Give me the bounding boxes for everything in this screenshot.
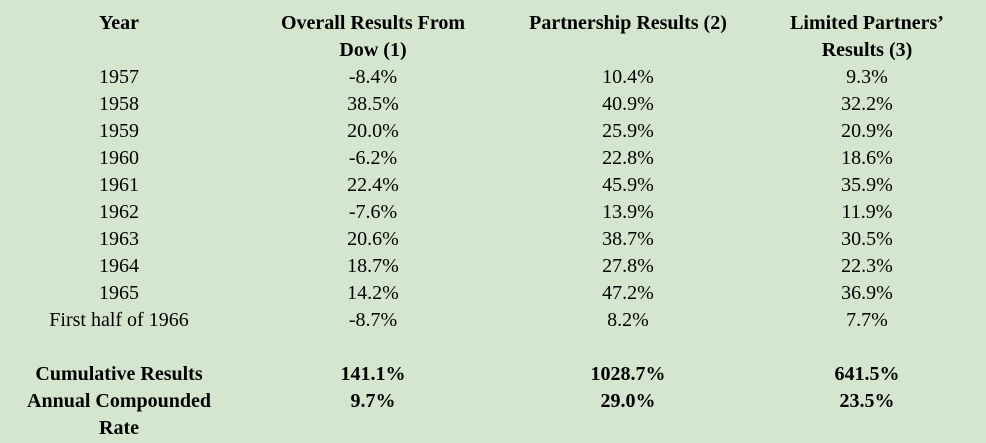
cumulative-partnership: 1028.7% [590,363,666,385]
header-row: Year Overall Results From Dow (1) Partne… [0,10,986,64]
cell-limited-partners: 20.9% [841,120,893,142]
cell-partnership: 45.9% [602,174,654,196]
annual-label-line1: Annual Compounded [27,390,211,412]
annual-label-line2: Rate [99,417,139,439]
cell-partnership: 38.7% [602,228,654,250]
header-limited-partners: Limited Partners’ Results (3) [748,10,986,64]
annual-dow: 9.7% [350,390,396,412]
header-partnership: Partnership Results (2) [508,10,748,64]
cell-partnership: 25.9% [602,120,654,142]
cumulative-row: Cumulative Results 141.1% 1028.7% 641.5% [0,361,986,388]
cell-dow: 14.2% [347,282,399,304]
cell-year: 1965 [99,282,139,304]
cell-year: 1959 [99,120,139,142]
cell-partnership: 13.9% [602,201,654,223]
annual-partnership: 29.0% [600,390,656,412]
header-dow: Overall Results From Dow (1) [238,10,508,64]
table-row: 1964 18.7% 27.8% 22.3% [0,253,986,280]
cell-year: 1957 [99,66,139,88]
cell-limited-partners: 11.9% [841,201,893,223]
cell-limited-partners: 18.6% [841,147,893,169]
cell-year: 1964 [99,255,139,277]
cell-limited-partners: 32.2% [841,93,893,115]
table-row: First half of 1966 -8.7% 8.2% 7.7% [0,307,986,334]
cell-dow: 18.7% [347,255,399,277]
table-row: 1959 20.0% 25.9% 20.9% [0,118,986,145]
cell-limited-partners: 22.3% [841,255,893,277]
cell-partnership: 27.8% [602,255,654,277]
annual-rate-row: Annual Compounded Rate 9.7% 29.0% 23.5% [0,388,986,442]
cell-dow: -7.6% [348,201,398,223]
cell-year: First half of 1966 [49,309,189,331]
spacer-row [0,334,986,361]
cell-dow: 20.0% [347,120,399,142]
cumulative-label: Cumulative Results [35,363,203,385]
cell-year: 1958 [99,93,139,115]
cumulative-dow: 141.1% [340,363,406,385]
header-dow-line2: Dow (1) [339,39,407,61]
cell-dow: -8.4% [348,66,398,88]
header-year: Year [0,10,238,64]
header-lp-line2: Results (3) [821,39,913,61]
header-year-label: Year [99,12,139,34]
cell-limited-partners: 7.7% [846,309,888,331]
spacer-cell [0,334,986,361]
table-row: 1963 20.6% 38.7% 30.5% [0,226,986,253]
header-dow-line1: Overall Results From [280,12,466,34]
table-row: 1965 14.2% 47.2% 36.9% [0,280,986,307]
table-row: 1958 38.5% 40.9% 32.2% [0,91,986,118]
cell-year: 1963 [99,228,139,250]
cell-dow: 22.4% [347,174,399,196]
cell-partnership: 47.2% [602,282,654,304]
results-table: Year Overall Results From Dow (1) Partne… [0,10,986,442]
header-partnership-label: Partnership Results (2) [529,12,727,34]
table-row: 1962 -7.6% 13.9% 11.9% [0,199,986,226]
cell-year: 1961 [99,174,139,196]
cell-dow: 38.5% [347,93,399,115]
cell-limited-partners: 9.3% [846,66,888,88]
cell-dow: 20.6% [347,228,399,250]
annual-label: Annual Compounded Rate [0,388,238,442]
cell-partnership: 10.4% [602,66,654,88]
table-row: 1960 -6.2% 22.8% 18.6% [0,145,986,172]
cumulative-limited-partners: 641.5% [834,363,900,385]
cell-limited-partners: 35.9% [841,174,893,196]
cell-limited-partners: 36.9% [841,282,893,304]
cell-partnership: 8.2% [607,309,649,331]
cell-partnership: 22.8% [602,147,654,169]
cell-dow: -6.2% [348,147,398,169]
cell-limited-partners: 30.5% [841,228,893,250]
cell-year: 1962 [99,201,139,223]
cell-dow: -8.7% [348,309,398,331]
table-row: 1957 -8.4% 10.4% 9.3% [0,64,986,91]
cell-year: 1960 [99,147,139,169]
table-row: 1961 22.4% 45.9% 35.9% [0,172,986,199]
header-lp-line1: Limited Partners’ [790,12,944,34]
annual-limited-partners: 23.5% [839,390,895,412]
cell-partnership: 40.9% [602,93,654,115]
